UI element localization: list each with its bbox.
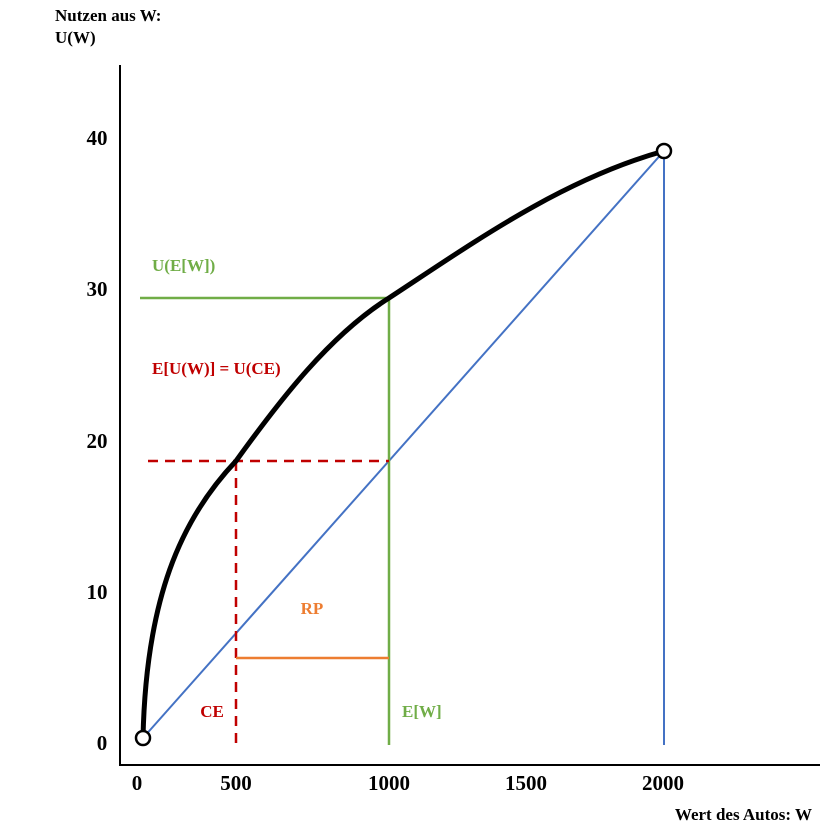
chord-line [142,150,665,739]
annotation: CE [200,702,224,721]
endpoint [655,142,673,160]
annotation: E[U(W)] = U(CE) [152,359,281,378]
y-tick-label: 30 [87,277,108,301]
y-tick-label: 10 [87,580,108,604]
x-tick-label: 500 [220,771,252,795]
x-axis-title: Wert des Autos: W [675,805,812,824]
annotation: E[W] [402,702,442,721]
x-tick-label: 0 [132,771,143,795]
annotation: RP [301,599,324,618]
y-axis-title: U(W) [55,28,96,47]
utility-curve [140,148,665,739]
endpoint [134,729,152,747]
x-tick-label: 2000 [642,771,684,795]
x-tick-label: 1500 [505,771,547,795]
y-axis-title: Nutzen aus W: [55,6,161,25]
annotation: U(E[W]) [152,256,215,275]
y-tick-label: 40 [87,126,108,150]
y-tick-label: 20 [87,429,108,453]
x-tick-label: 1000 [368,771,410,795]
y-tick-label: 0 [97,731,108,755]
